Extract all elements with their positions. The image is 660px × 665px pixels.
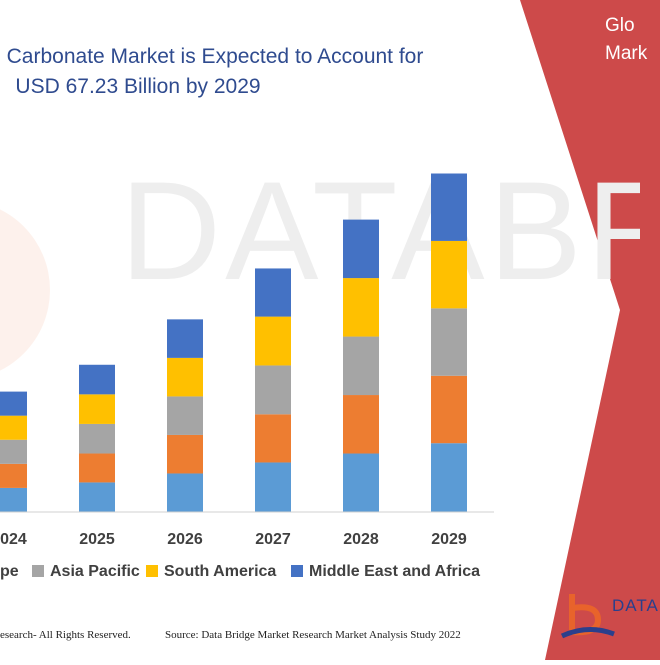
legend-label: Middle East and Africa [309,563,480,580]
legend-item-asia-pacific: Asia Pacific [32,563,140,581]
bar-2029-series-1 [431,375,467,444]
copyright-text: esearch- All Rights Reserved. [0,629,131,641]
legend-swatch [291,565,303,577]
x-tick-label-2026: 2026 [167,531,203,548]
bar-2025-series-4 [79,364,115,395]
x-tick-label-2025: 2025 [79,531,115,548]
bar-2028-series-4 [343,219,379,279]
data-bridge-logo-icon [560,594,615,639]
bar-2024-series-1 [0,463,27,488]
bar-2028-series-1 [343,395,379,454]
x-tick-labels: 2024 2025 2026 2027 2028 2029 [0,531,467,548]
side-panel-line1: Glo [605,15,635,36]
bar-2026-series-4 [167,319,203,358]
chart-title-line2: USD 67.23 Billion by 2029 [15,75,261,98]
bar-2026-series-1 [167,434,203,474]
legend-label: Asia Pacific [50,563,140,580]
bar-2027-series-2 [255,365,291,415]
bar-2029-series-2 [431,308,467,376]
x-tick-label-2024: 2024 [0,531,27,548]
bar-2027-series-3 [255,316,291,366]
legend-swatch [146,565,158,577]
bar-2027-series-1 [255,414,291,463]
legend-label: South America [164,563,277,580]
legend-item-europe: pe [0,563,19,581]
side-panel-text: Glo Mark [605,12,647,68]
chart-title: Carbonate Market is Expected to Account … [0,42,520,102]
legend-label: pe [0,563,19,580]
bar-2028-series-2 [343,336,379,396]
bar-group [0,173,467,512]
bar-2029-series-0 [431,443,467,512]
legend-swatch [32,565,44,577]
bar-2024-series-2 [0,439,27,464]
bar-2026-series-3 [167,357,203,397]
x-tick-label-2027: 2027 [255,531,291,548]
bar-2027-series-4 [255,268,291,317]
bar-2027-series-0 [255,462,291,512]
legend-item-middle-east-africa: Middle East and Africa [291,563,480,581]
bar-2025-series-3 [79,394,115,424]
bar-2026-series-2 [167,396,203,435]
bar-2024-series-3 [0,415,27,440]
watermark-circle [0,209,50,371]
chart-title-line1: Carbonate Market is Expected to Account … [6,45,424,68]
side-panel-line2: Mark [605,43,648,64]
x-tick-label-2029: 2029 [431,531,467,548]
bar-2024-series-4 [0,391,27,416]
logo-text: DATA [612,596,659,615]
bar-2028-series-3 [343,278,379,337]
bar-2024-series-0 [0,487,27,512]
source-text: Source: Data Bridge Market Research Mark… [165,629,461,641]
x-tick-label-2028: 2028 [343,531,379,548]
bar-2029-series-4 [431,173,467,241]
bar-2025-series-1 [79,453,115,483]
chart-legend: pe Asia Pacific South America Middle Eas… [0,563,520,589]
bar-2028-series-0 [343,453,379,512]
bar-2029-series-3 [431,240,467,309]
bar-2025-series-2 [79,423,115,454]
red-side-panel [520,0,660,660]
bar-2025-series-0 [79,482,115,512]
bar-2026-series-0 [167,473,203,512]
legend-item-south-america: South America [146,563,276,581]
watermark-text: DATABRI [120,152,640,309]
